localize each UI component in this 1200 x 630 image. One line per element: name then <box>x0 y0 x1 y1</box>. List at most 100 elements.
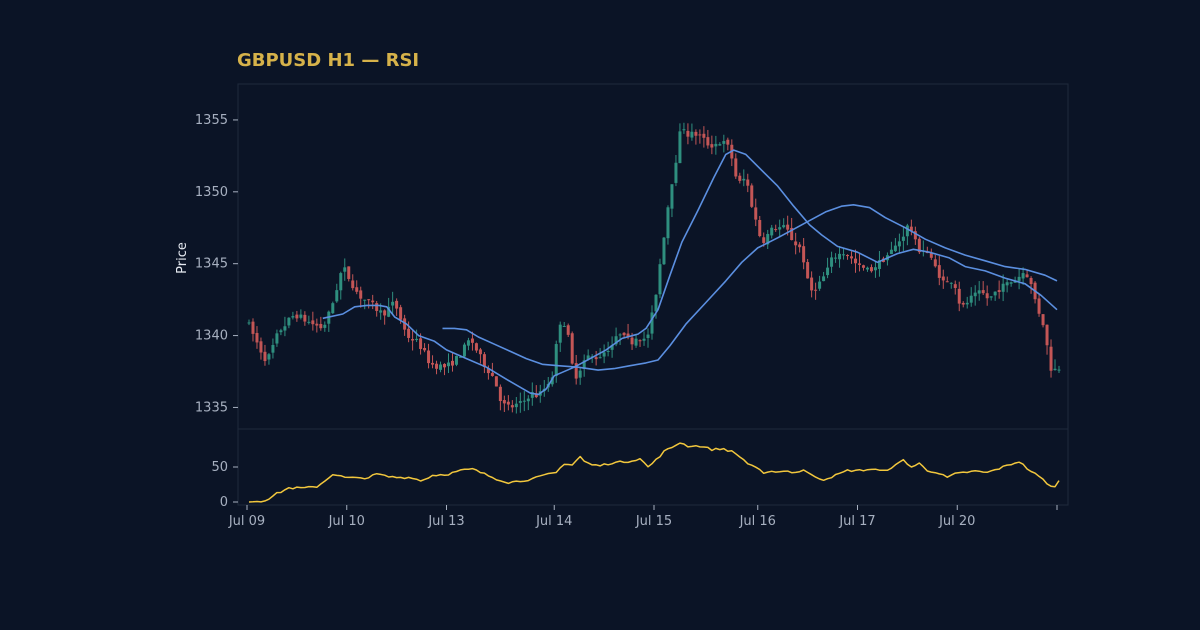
candle-body <box>534 393 538 398</box>
candle-body <box>415 338 419 341</box>
candle-body <box>279 330 283 333</box>
candle-body <box>335 290 339 302</box>
candle-body <box>522 400 526 402</box>
candle-body <box>339 273 343 291</box>
candle-body <box>586 355 590 360</box>
candle-body <box>566 325 570 335</box>
candle-body <box>1057 369 1061 371</box>
x-tick-label: Jul 20 <box>938 514 975 529</box>
candle-body <box>562 325 566 327</box>
candle-body <box>450 360 454 366</box>
candle-body <box>706 137 710 146</box>
candle-body <box>403 318 407 330</box>
candle-body <box>901 236 905 241</box>
candle-body <box>518 401 522 403</box>
candle-body <box>363 299 367 301</box>
price-y-tick-label: 1335 <box>195 400 228 415</box>
candle-body <box>323 324 327 328</box>
candle-body <box>1045 324 1049 346</box>
candle-body <box>818 281 822 289</box>
candle-body <box>435 363 439 369</box>
candle-body <box>742 178 746 181</box>
candle-body <box>873 267 877 271</box>
candle-body <box>311 320 315 325</box>
candle-body <box>506 401 510 405</box>
candle-body <box>331 303 335 314</box>
candle-body <box>993 291 997 296</box>
candle-body <box>965 302 969 305</box>
candle-body <box>275 333 279 344</box>
candle-body <box>989 296 993 298</box>
candle-body <box>291 316 295 318</box>
candle-body <box>602 352 606 357</box>
price-y-tick-label: 1355 <box>195 113 228 128</box>
candle-body <box>411 339 415 341</box>
candle-body <box>802 246 806 263</box>
candle-body <box>754 207 758 220</box>
candle-body <box>255 332 259 343</box>
candle-body <box>263 351 267 362</box>
candle-body <box>1029 278 1033 285</box>
candle-body <box>758 219 762 237</box>
candle-body <box>857 263 861 265</box>
candle-body <box>678 131 682 164</box>
candle-body <box>462 344 466 357</box>
candle-body <box>846 254 850 257</box>
price-y-tick-label: 1350 <box>195 185 228 200</box>
candle-body <box>287 317 291 326</box>
candle-body <box>423 347 427 351</box>
rsi-panel: 0 50 <box>211 428 1069 510</box>
candle-body <box>303 314 307 322</box>
candle-body <box>574 363 578 379</box>
candle-body <box>865 267 869 270</box>
candle-body <box>1037 298 1041 314</box>
candlestick-series <box>247 122 1061 414</box>
candle-body <box>670 184 674 209</box>
candle-body <box>371 300 375 303</box>
candle-body <box>367 299 371 301</box>
candle-body <box>439 364 443 370</box>
candle-body <box>842 254 846 256</box>
candle-body <box>482 354 486 368</box>
price-panel: Price 1335 1340 1345 1350 1355 <box>175 83 1069 430</box>
candle-body <box>407 328 411 338</box>
candle-body <box>662 237 666 265</box>
price-y-tick-label: 1340 <box>195 329 228 344</box>
candle-body <box>387 306 391 317</box>
candle-body <box>646 334 650 339</box>
x-tick-label: Jul 13 <box>427 514 464 529</box>
candle-body <box>826 267 830 276</box>
candle-body <box>774 229 778 231</box>
candle-body <box>977 290 981 294</box>
candle-body <box>746 179 750 186</box>
candle-body <box>379 310 383 313</box>
rsi-y-axis: 0 50 <box>211 460 238 510</box>
candle-body <box>494 376 498 387</box>
candle-body <box>782 225 786 228</box>
candle-body <box>251 321 255 334</box>
candle-body <box>1049 346 1053 371</box>
candle-body <box>929 252 933 258</box>
candle-body <box>626 333 630 337</box>
candle-body <box>490 372 494 376</box>
candle-body <box>666 207 670 239</box>
candle-body <box>622 332 626 336</box>
candle-body <box>961 302 965 305</box>
candle-body <box>395 300 399 309</box>
candle-body <box>937 265 941 278</box>
rsi-y-tick-label: 50 <box>211 460 228 475</box>
candle-body <box>981 290 985 294</box>
candle-body <box>686 130 690 137</box>
candle-body <box>578 370 582 378</box>
candle-body <box>973 292 977 297</box>
moving-average-line-2 <box>442 204 1058 371</box>
candle-body <box>766 233 770 245</box>
moving-average-lines <box>322 149 1058 396</box>
candle-body <box>869 267 873 272</box>
candle-body <box>638 340 642 342</box>
candle-body <box>949 282 953 284</box>
candle-body <box>957 288 961 304</box>
candle-body <box>299 314 303 318</box>
candle-body <box>798 244 802 248</box>
